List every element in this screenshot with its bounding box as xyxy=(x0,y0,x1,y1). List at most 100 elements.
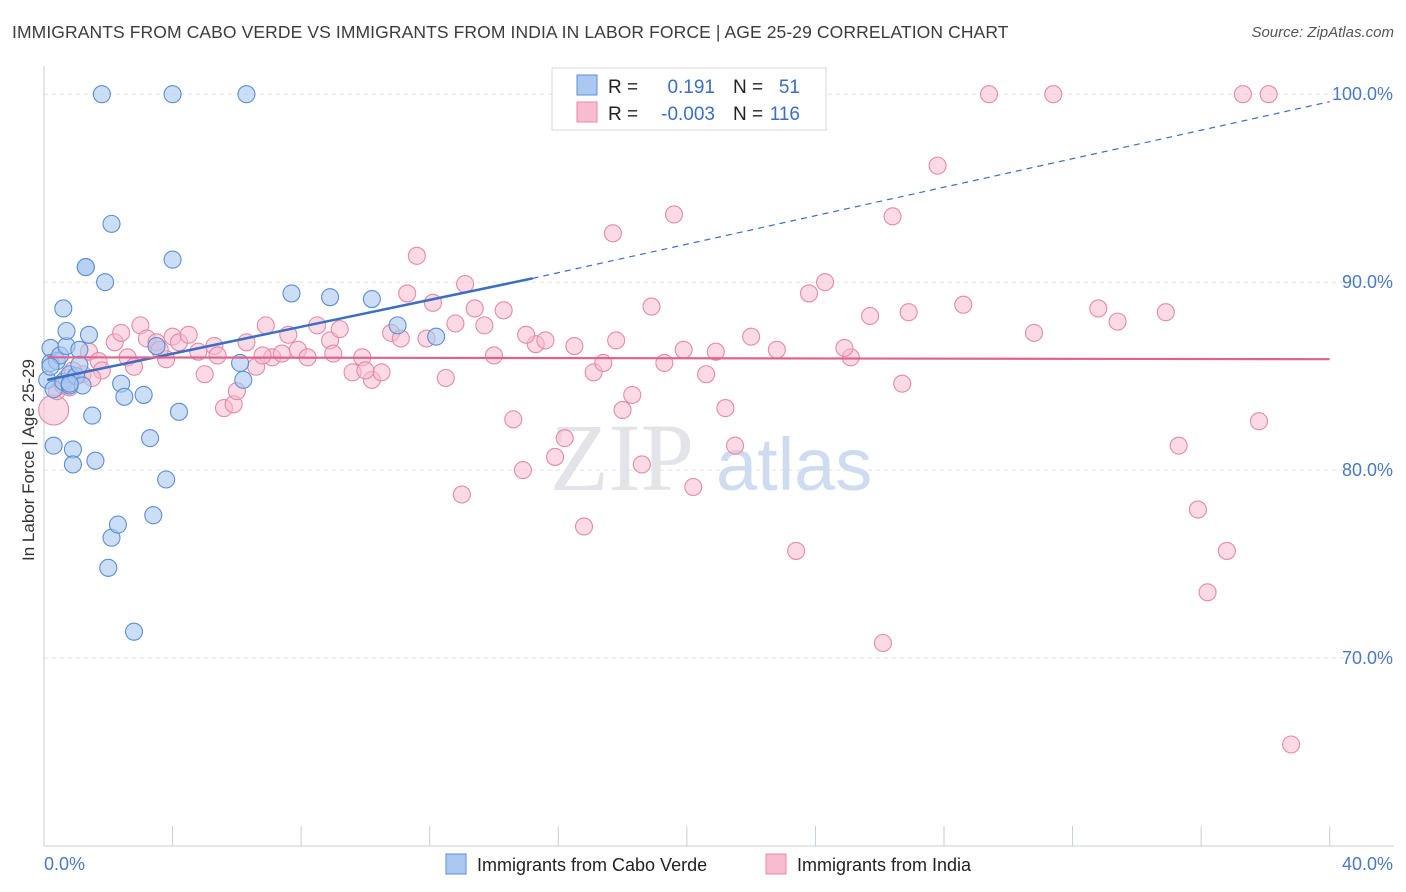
india-point-72 xyxy=(674,340,693,359)
india-point-59 xyxy=(546,447,565,466)
cabo-verde-point-30 xyxy=(115,387,134,406)
watermark: ZIP atlas xyxy=(550,404,872,511)
india-point-99 xyxy=(1217,541,1236,560)
india-point-84 xyxy=(873,633,892,653)
trend-cabo-verde-solid xyxy=(46,277,533,382)
legend-r-label-1: R = xyxy=(608,77,638,98)
india-point-55 xyxy=(504,410,523,429)
india-point-71 xyxy=(664,205,684,224)
legend-swatch-india xyxy=(576,101,598,123)
legend-box: R = 0.191 N = 51 R = -0.003 N = 116 xyxy=(551,67,827,131)
trend-lines xyxy=(46,101,1330,382)
india-point-49 xyxy=(446,314,465,333)
india-point-61 xyxy=(565,336,584,356)
cabo-verde-point-46 xyxy=(92,85,111,104)
india-point-75 xyxy=(716,399,735,418)
india-point-95 xyxy=(1156,303,1175,322)
india-point-56 xyxy=(513,461,532,480)
source-label: Source: ZipAtlas.com xyxy=(1251,24,1394,41)
series-cabo-verde-points xyxy=(38,85,446,641)
india-point-79 xyxy=(787,541,806,560)
cabo-verde-point-47 xyxy=(163,85,182,104)
y-axis-label: In Labor Force | Age 25-29 xyxy=(19,359,38,561)
bottom-legend: Immigrants from Cabo Verde Immigrants fr… xyxy=(445,853,972,875)
india-point-77 xyxy=(742,327,761,346)
india-point-53 xyxy=(484,346,504,365)
cabo-verde-point-27 xyxy=(108,515,127,534)
india-point-100 xyxy=(1233,85,1252,104)
india-point-94 xyxy=(1108,312,1127,331)
india-point-113 xyxy=(517,325,536,344)
watermark-zip: ZIP xyxy=(550,404,694,511)
watermark-atlas: atlas xyxy=(716,423,872,506)
india-point-69 xyxy=(642,297,661,316)
cabo-verde-point-7 xyxy=(54,299,73,318)
legend-n-value-1: 51 xyxy=(779,77,800,98)
india-point-31 xyxy=(272,344,291,363)
india-point-89 xyxy=(954,295,973,314)
india-point-81 xyxy=(816,273,835,292)
cabo-verde-point-40 xyxy=(234,370,253,389)
india-point-93 xyxy=(1089,299,1108,318)
india-point-29 xyxy=(256,316,275,335)
axes xyxy=(43,66,1394,847)
y-tick-label-100: 100.0% xyxy=(1332,84,1393,104)
bottom-legend-label-india: Immigrants from India xyxy=(797,855,972,875)
x-tick-label-40: 40.0% xyxy=(1342,854,1393,874)
cabo-verde-point-35 xyxy=(147,336,166,356)
india-point-90 xyxy=(979,85,999,104)
y-tick-label-80: 80.0% xyxy=(1342,460,1393,480)
india-point-92 xyxy=(1044,85,1063,104)
y-tick-label-70: 70.0% xyxy=(1342,648,1393,668)
india-point-83 xyxy=(861,306,880,326)
india-point-70 xyxy=(655,353,674,373)
cabo-verde-point-25 xyxy=(102,214,121,233)
cabo-verde-point-23 xyxy=(86,451,105,470)
india-point-106 xyxy=(706,342,725,361)
india-point-54 xyxy=(494,301,513,320)
india-point-22 xyxy=(195,365,214,384)
legend-r-value-1: 0.191 xyxy=(667,77,715,98)
india-point-91 xyxy=(1024,323,1044,342)
bottom-legend-swatch-cabo-verde xyxy=(445,853,467,875)
india-point-112 xyxy=(324,344,343,363)
india-point-103 xyxy=(1282,735,1301,754)
legend-r-label-2: R = xyxy=(608,104,638,125)
india-point-104 xyxy=(835,338,854,357)
cabo-verde-point-45 xyxy=(427,327,446,346)
cabo-verde-point-37 xyxy=(163,250,182,269)
legend-frame xyxy=(551,67,827,131)
india-point-73 xyxy=(684,477,703,497)
cabo-verde-point-4 xyxy=(44,436,63,455)
india-point-50 xyxy=(456,274,475,294)
trend-india xyxy=(47,356,1330,361)
india-point-97 xyxy=(1188,500,1207,519)
y-tick-label-90: 90.0% xyxy=(1342,272,1393,292)
india-point-64 xyxy=(594,353,613,373)
india-point-98 xyxy=(1198,583,1217,602)
india-point-102 xyxy=(1259,85,1278,104)
india-point-65 xyxy=(603,224,622,243)
india-point-86 xyxy=(893,374,912,393)
legend-swatch-cabo-verde xyxy=(576,74,598,96)
trend-cabo-verde-dashed xyxy=(532,101,1330,279)
legend-n-label-1: N = xyxy=(733,77,763,98)
legend-n-value-2: 116 xyxy=(770,104,800,125)
india-point-87 xyxy=(899,303,918,322)
india-point-66 xyxy=(613,400,632,420)
chart-title: IMMIGRANTS FROM CABO VERDE VS IMMIGRANTS… xyxy=(12,22,1009,42)
cabo-verde-point-24 xyxy=(96,273,115,292)
x-tick-label-0: 0.0% xyxy=(44,854,85,874)
cabo-verde-point-33 xyxy=(141,429,160,448)
cabo-verde-point-42 xyxy=(321,288,340,307)
cabo-verde-point-49 xyxy=(41,357,60,376)
india-point-67 xyxy=(623,385,642,404)
legend-n-label-2: N = xyxy=(733,104,763,125)
india-point-110 xyxy=(208,346,227,365)
india-point-52 xyxy=(475,316,494,335)
bottom-legend-label-cabo-verde: Immigrants from Cabo Verde xyxy=(477,855,707,875)
india-point-20 xyxy=(179,325,198,344)
cabo-verde-point-31 xyxy=(124,622,144,641)
india-point-48 xyxy=(436,368,455,388)
